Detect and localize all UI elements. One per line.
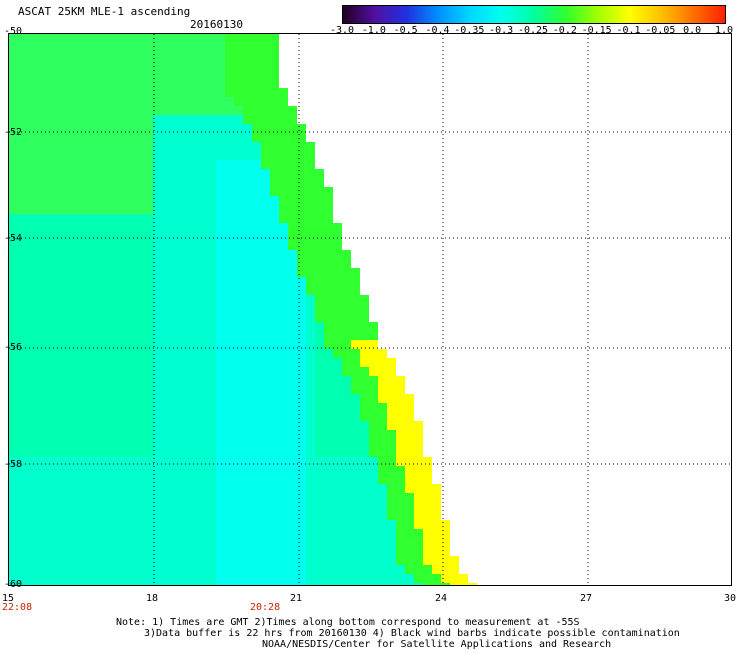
lat-label-58: -58 <box>4 459 23 470</box>
color-scale-label: -0.1 <box>616 25 641 36</box>
lon-label-21: 21 <box>290 593 303 604</box>
lat-label-52: -52 <box>4 127 23 138</box>
lat-label-60: -60 <box>4 579 23 590</box>
color-scale-label: -3.0 <box>329 25 355 36</box>
map-date: 20160130 <box>190 18 243 31</box>
map-title: ASCAT 25KM MLE-1 ascending <box>18 5 191 18</box>
lon-label-30: 30 <box>724 593 737 604</box>
color-scale-label: -0.35 <box>454 25 485 36</box>
color-scale-label: -0.5 <box>393 25 418 36</box>
color-scale-bar <box>342 5 726 24</box>
color-scale-label: -0.2 <box>552 25 577 36</box>
color-scale-label: 0.0 <box>683 25 702 36</box>
time-label-start: 22:08 <box>2 602 33 613</box>
note-line-1: Note: 1) Times are GMT 2)Times along bot… <box>116 617 580 628</box>
lat-label-50: -50 <box>4 26 23 37</box>
data-swath <box>9 34 731 585</box>
lon-label-27: 27 <box>580 593 593 604</box>
map-plot-area <box>8 33 732 586</box>
color-scale-label: -0.25 <box>517 25 549 36</box>
color-scale-label: -0.05 <box>645 25 676 36</box>
color-scale-label: -0.3 <box>489 25 514 36</box>
lat-label-56: -56 <box>4 342 23 353</box>
color-scale-label: -0.15 <box>581 25 612 36</box>
color-scale-label: 1.0 <box>714 25 734 36</box>
lon-label-15: 15 <box>2 593 15 604</box>
lon-label-24: 24 <box>435 593 448 604</box>
note-line-3: NOAA/NESDIS/Center for Satellite Applica… <box>262 639 612 650</box>
note-line-2: 3)Data buffer is 22 hrs from 20160130 4)… <box>144 628 680 639</box>
lon-label-18: 18 <box>146 593 159 604</box>
color-scale-label: -1.0 <box>361 25 386 36</box>
color-scale-label: -0.4 <box>425 25 450 36</box>
lat-label-54: -54 <box>4 233 23 244</box>
time-label-mid: 20:28 <box>250 602 281 613</box>
